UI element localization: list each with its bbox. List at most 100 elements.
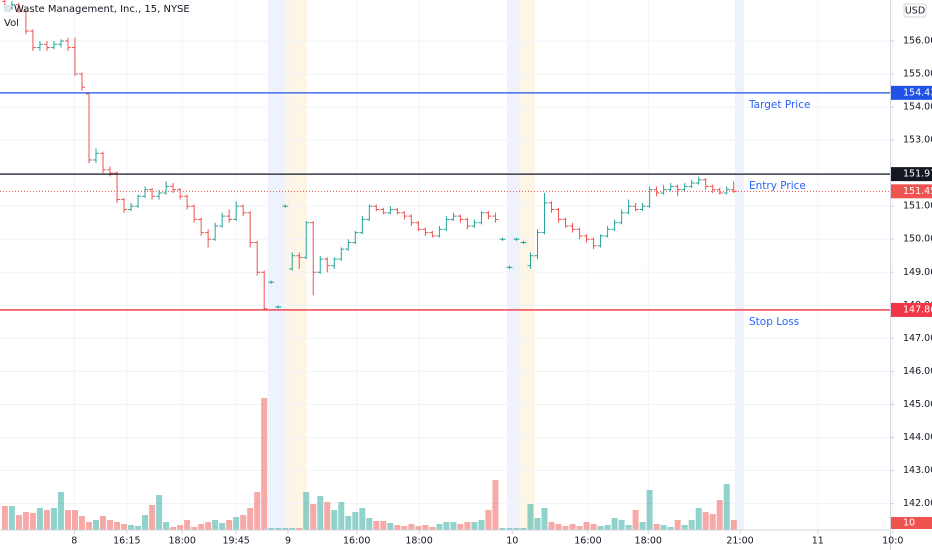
- y-tick-label: 149.00: [903, 267, 932, 278]
- volume-bar: [478, 520, 485, 530]
- volume-bar: [625, 525, 632, 530]
- x-tick-label: 18:00: [635, 536, 662, 547]
- y-tick-label: 151.00: [903, 201, 932, 212]
- postmarket-band: [520, 0, 535, 530]
- volume-bar: [555, 524, 562, 530]
- volume-bar: [50, 508, 57, 530]
- volume-bar: [289, 528, 296, 530]
- volume-bar: [212, 520, 219, 530]
- volume-bar: [282, 528, 289, 530]
- volume-bar: [576, 526, 583, 530]
- level-tag: [891, 167, 932, 182]
- volume-bar: [303, 492, 310, 530]
- volume-bar: [64, 510, 71, 530]
- volume-bar: [128, 525, 135, 530]
- x-tick-label: 16:15: [113, 536, 140, 547]
- volume-bar: [78, 516, 85, 530]
- volume-bar: [709, 514, 716, 530]
- level-label: Entry Price: [749, 180, 806, 192]
- volume-bar: [142, 515, 149, 530]
- volume-bar: [163, 522, 170, 530]
- volume-bar: [324, 502, 331, 530]
- volume-bar: [317, 496, 324, 530]
- volume-bar: [22, 512, 29, 530]
- volume-bar: [177, 525, 184, 530]
- premarket-band: [735, 0, 744, 530]
- volume-bar: [492, 480, 499, 530]
- last-volume-tag: [891, 517, 932, 529]
- y-tick-label: 143.00: [903, 465, 932, 476]
- currency-box[interactable]: [903, 3, 927, 18]
- premarket-band: [268, 0, 285, 530]
- volume-bar: [422, 525, 429, 530]
- volume-bar: [681, 525, 688, 530]
- x-tick-label: 9: [285, 536, 291, 547]
- volume-bar: [170, 527, 177, 530]
- volume-bar: [226, 520, 233, 530]
- level-tag-label: 151.97: [903, 169, 932, 180]
- volume-bar: [205, 522, 212, 530]
- volume-bar: [534, 518, 541, 530]
- volume-bar: [415, 526, 422, 530]
- price-levels: Target Price Entry Price Stop Loss: [0, 92, 890, 328]
- y-tick-label: 150.00: [903, 234, 932, 245]
- volume-bar: [373, 521, 380, 530]
- volume-bar: [36, 508, 43, 530]
- volume-bar: [149, 505, 156, 530]
- y-tick-label: 154.00: [903, 102, 932, 113]
- volume-bar: [653, 524, 660, 530]
- chart-title: Waste Management, Inc., 15, NYSE: [14, 4, 190, 15]
- volume-bar: [8, 506, 15, 530]
- currency-label[interactable]: USD: [905, 6, 925, 17]
- symbol-icon: [4, 5, 11, 12]
- volume-bar: [191, 527, 198, 530]
- volume-bar: [548, 522, 555, 530]
- volume-bar: [499, 528, 506, 530]
- y-tick-label: 144.00: [903, 432, 932, 443]
- volume-bar: [639, 522, 646, 530]
- volume-bar: [471, 522, 478, 530]
- volume-bar: [562, 526, 569, 530]
- volume-bar: [275, 528, 282, 530]
- volume-bar: [436, 524, 443, 530]
- volume-bar: [464, 522, 471, 530]
- volume-bar: [667, 527, 674, 530]
- x-tick-label: 18:00: [169, 536, 196, 547]
- volume-title: Vol: [4, 18, 19, 29]
- volume-bar: [590, 524, 597, 530]
- volume-bar: [121, 524, 128, 530]
- price-bars: [1, 0, 737, 310]
- volume-bars: [1, 398, 737, 530]
- volume-bar: [156, 495, 163, 530]
- volume-bar: [107, 520, 114, 530]
- volume-bar: [352, 512, 359, 530]
- volume-bar: [93, 520, 100, 530]
- x-tick-label: 10: [506, 536, 518, 547]
- x-tick-label: 19:45: [222, 536, 249, 547]
- volume-bar: [429, 527, 436, 530]
- level-label: Target Price: [748, 99, 810, 111]
- volume-bar: [611, 518, 618, 530]
- volume-bar: [485, 510, 492, 530]
- last-price-label: 151.45: [903, 186, 932, 197]
- volume-bar: [57, 492, 64, 530]
- volume-bar: [716, 500, 723, 530]
- volume-bar: [569, 524, 576, 530]
- volume-bar: [387, 523, 394, 530]
- volume-bar: [43, 510, 50, 530]
- volume-bar: [632, 510, 639, 530]
- volume-bar: [240, 515, 247, 530]
- grid: [0, 0, 894, 530]
- volume-bar: [254, 492, 261, 530]
- volume-bar: [338, 502, 345, 530]
- volume-bar: [268, 528, 275, 530]
- x-tick-label: 8: [71, 536, 77, 547]
- volume-bar: [331, 510, 338, 530]
- session-bands: [268, 0, 744, 530]
- volume-bar: [345, 516, 352, 530]
- level-tag-label: 154.43: [903, 87, 932, 98]
- last-volume-label: 10: [903, 518, 915, 529]
- volume-bar: [597, 526, 604, 530]
